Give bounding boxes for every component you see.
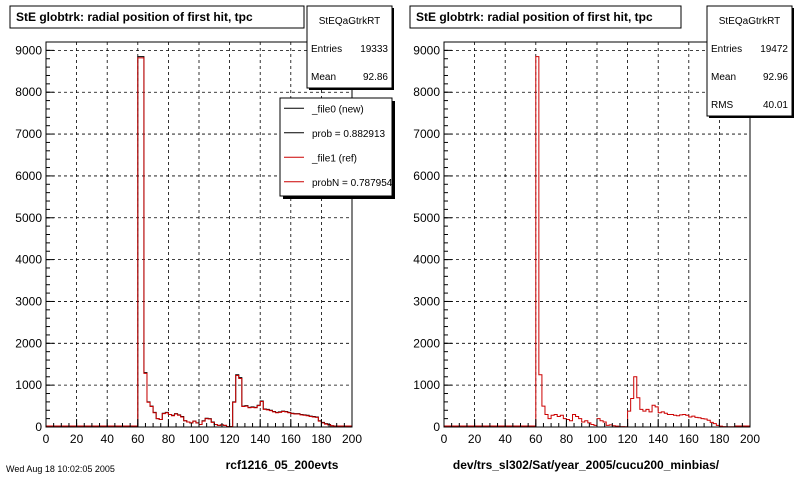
x-tick-label: 200 (342, 432, 362, 446)
x-tick-label: 180 (311, 432, 331, 446)
chart-panel-1: 0 20 40 60 80 100 120 140 160 180 2000100020003000… (9, 5, 395, 472)
x-tick-label: 20 (468, 432, 482, 446)
x-tick-label: 160 (281, 432, 301, 446)
legend-entry-label: prob = 0.882913 (312, 129, 386, 140)
x-tick-label: 20 (70, 432, 84, 446)
y-tick-label: 5000 (15, 211, 42, 225)
x-axis-label: dev/trs_sl302/Sat/year_2005/cucu200_minb… (453, 458, 720, 472)
stats-value: 92.86 (363, 72, 388, 83)
x-tick-label: 60 (131, 432, 145, 446)
y-tick-label: 2000 (15, 336, 42, 350)
y-tick-label: 8000 (15, 85, 42, 99)
stats-value: 92.96 (763, 72, 788, 83)
y-tick-label: 1000 (413, 378, 440, 392)
stats-label: Mean (711, 72, 736, 83)
x-tick-label: 0 (43, 432, 50, 446)
x-tick-label: 40 (101, 432, 115, 446)
y-tick-label: 4000 (15, 253, 42, 267)
x-tick-label: 120 (220, 432, 240, 446)
legend-box (279, 97, 393, 197)
x-tick-label: 200 (740, 432, 760, 446)
histogram-series-2 (137, 57, 338, 428)
y-tick-label: 2000 (413, 336, 440, 350)
y-tick-label: 7000 (413, 127, 440, 141)
y-tick-label: 3000 (413, 294, 440, 308)
x-tick-label: 180 (709, 432, 729, 446)
stats-box (306, 5, 393, 89)
x-tick-label: 140 (648, 432, 668, 446)
y-tick-label: 3000 (15, 294, 42, 308)
x-tick-label: 80 (162, 432, 176, 446)
title-box (9, 5, 305, 29)
stats-value: 19333 (360, 44, 388, 55)
stats-label: Entries (711, 44, 742, 55)
stats-name: StEQaGtrkRT (319, 16, 381, 27)
legend-entry-label: _file0 (new) (311, 104, 364, 115)
stats-name: StEQaGtrkRT (719, 16, 781, 27)
y-tick-label: 7000 (15, 127, 42, 141)
x-tick-label: 120 (618, 432, 638, 446)
x-tick-label: 140 (250, 432, 270, 446)
stats-label: Mean (311, 72, 336, 83)
legend-entry-label: probN = 0.787954 (312, 178, 393, 189)
x-tick-label: 160 (679, 432, 699, 446)
y-tick-label: 6000 (15, 169, 42, 183)
stats-value: 19472 (760, 44, 788, 55)
stats-label: Entries (311, 44, 342, 55)
x-tick-label: 60 (529, 432, 543, 446)
y-tick-label: 8000 (413, 85, 440, 99)
y-tick-label: 6000 (413, 169, 440, 183)
x-tick-label: 80 (560, 432, 574, 446)
y-tick-label: 4000 (413, 253, 440, 267)
y-tick-label: 0 (433, 420, 440, 434)
stats-label: RMS (711, 100, 734, 111)
chart-panel-2: 0 20 40 60 80 100 120 140 160 180 2000100020003000… (409, 5, 794, 472)
y-tick-label: 0 (35, 420, 42, 434)
chart-title: StE globtrk: radial position of first hi… (16, 10, 253, 24)
y-tick-label: 5000 (413, 211, 440, 225)
footer-timestamp: Wed Aug 18 10:02:05 2005 (6, 464, 115, 474)
title-box (409, 5, 682, 29)
y-tick-label: 9000 (413, 43, 440, 57)
legend-entry-label: _file1 (ref) (311, 153, 357, 164)
x-tick-label: 100 (189, 432, 209, 446)
histogram-series-1 (535, 56, 736, 428)
x-tick-label: 100 (587, 432, 607, 446)
y-tick-label: 9000 (15, 43, 42, 57)
y-tick-label: 1000 (15, 378, 42, 392)
x-tick-label: 40 (499, 432, 513, 446)
x-axis-label: rcf1216_05_200evts (226, 458, 339, 472)
chart-title: StE globtrk: radial position of first hi… (416, 10, 653, 24)
stats-box (706, 5, 793, 117)
stats-value: 40.01 (763, 100, 788, 111)
x-tick-label: 0 (441, 432, 448, 446)
